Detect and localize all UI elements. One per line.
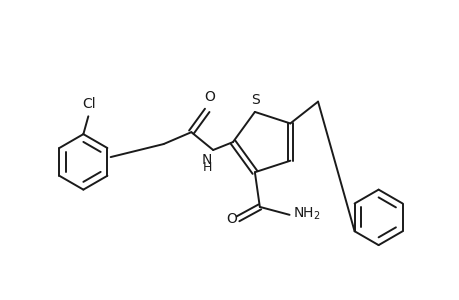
Text: N: N	[202, 153, 212, 167]
Text: Cl: Cl	[82, 98, 96, 111]
Text: O: O	[226, 212, 237, 226]
Text: O: O	[203, 90, 214, 104]
Text: NH$_2$: NH$_2$	[292, 206, 319, 222]
Text: S: S	[251, 93, 260, 107]
Text: H: H	[202, 161, 212, 174]
